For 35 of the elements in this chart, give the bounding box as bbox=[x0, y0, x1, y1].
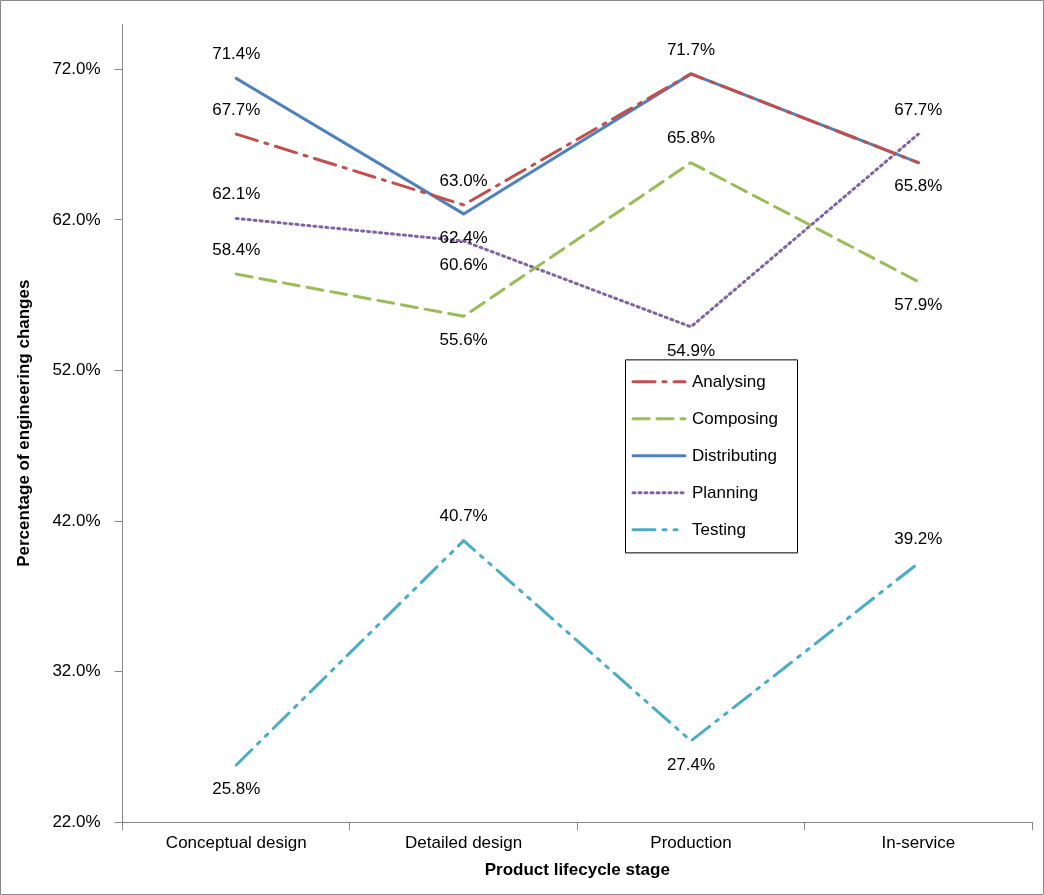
legend-label: Analysing bbox=[692, 371, 766, 391]
x-tick-label: Production bbox=[650, 833, 732, 853]
data-label: 67.7% bbox=[894, 99, 943, 119]
data-label: 65.8% bbox=[894, 176, 943, 196]
y-tick-label: 52.0% bbox=[52, 360, 101, 380]
legend-label: Composing bbox=[692, 408, 778, 428]
data-label: 54.9% bbox=[666, 340, 716, 360]
y-tick-label: 22.0% bbox=[52, 811, 101, 831]
y-tick-label: 42.0% bbox=[52, 510, 101, 530]
data-label: 71.4% bbox=[212, 44, 261, 64]
data-label: 71.7% bbox=[666, 39, 716, 59]
data-label: 62.1% bbox=[212, 184, 261, 204]
data-label: 63.0% bbox=[439, 170, 488, 190]
data-label: 57.9% bbox=[894, 295, 943, 315]
data-label: 39.2% bbox=[894, 528, 943, 548]
data-label: 58.4% bbox=[212, 239, 261, 259]
y-tick-label: 62.0% bbox=[52, 209, 101, 229]
y-axis-title: Percentage of engineering changes bbox=[13, 279, 33, 567]
data-label: 62.4% bbox=[439, 227, 488, 247]
x-tick-label: In-service bbox=[881, 833, 956, 853]
legend-label: Planning bbox=[692, 482, 759, 502]
legend-label: Distributing bbox=[692, 445, 778, 465]
data-label: 40.7% bbox=[439, 506, 488, 526]
x-tick-label: Conceptual design bbox=[165, 833, 307, 853]
data-label: 65.8% bbox=[666, 128, 716, 148]
legend-label: Testing bbox=[692, 519, 746, 539]
data-label: 25.8% bbox=[212, 778, 261, 798]
data-label: 27.4% bbox=[666, 754, 716, 774]
data-label: 67.7% bbox=[212, 99, 261, 119]
y-tick-label: 32.0% bbox=[52, 661, 101, 681]
data-label: 55.6% bbox=[439, 329, 488, 349]
x-tick-label: Detailed design bbox=[405, 833, 523, 853]
x-axis-title: Product lifecycle stage bbox=[484, 860, 670, 880]
y-tick-label: 72.0% bbox=[52, 59, 101, 79]
data-label: 60.6% bbox=[439, 254, 488, 274]
